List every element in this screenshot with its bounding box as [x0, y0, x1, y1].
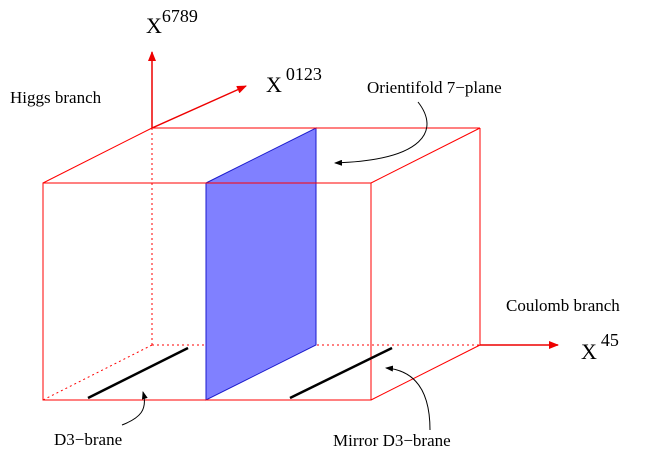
higgs-branch-label: Higgs branch [10, 88, 102, 107]
mirror-d3-brane-label: Mirror D3−brane [333, 431, 451, 450]
d3-brane-label: D3−brane [54, 430, 122, 449]
d3-brane-pointer [121, 391, 148, 426]
coulomb-branch-label: Coulomb branch [506, 296, 620, 315]
orientifold-plane [205, 127, 317, 401]
axis-depth-arrow [151, 85, 247, 129]
orientifold-label: Orientifold 7−plane [367, 78, 502, 97]
mirror-d3-brane-pointer [385, 365, 431, 431]
orientifold-pointer [334, 101, 428, 166]
axis-vertical-label: X6789 [146, 6, 198, 38]
axis-depth-label: X 0123 [266, 64, 322, 97]
axis-horizontal-label: X 45 [581, 330, 619, 364]
box-outline [42, 127, 481, 401]
d3-brane-line [87, 346, 189, 400]
mirror-d3-brane-line [289, 346, 393, 400]
box-hidden-edges [42, 128, 480, 401]
